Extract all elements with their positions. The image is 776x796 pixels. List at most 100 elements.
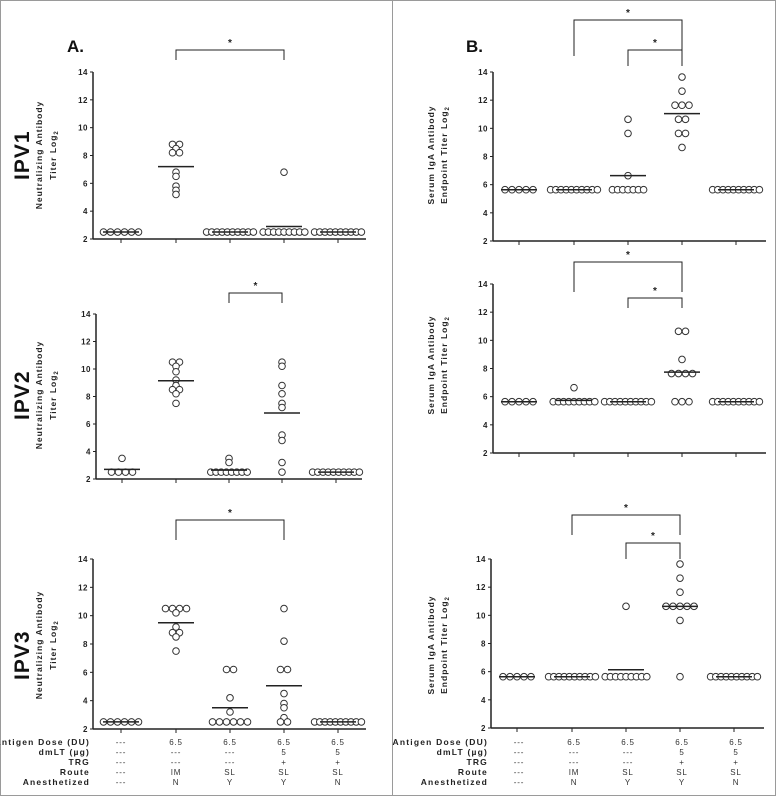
table-cell: N — [733, 778, 740, 787]
data-point — [355, 468, 364, 476]
table-cell: 5 — [733, 748, 738, 757]
data-point — [229, 718, 238, 726]
data-point — [280, 168, 288, 176]
y-tick-label: 14 — [478, 280, 488, 289]
table-row-header: Antigen Dose (DU) — [0, 737, 90, 747]
data-point — [172, 399, 180, 408]
table-cell: --- — [116, 758, 126, 767]
y-axis-label-line2: Titer Log2 — [48, 370, 60, 420]
table-cell: 6.5 — [223, 738, 237, 747]
y-tick-label: 2 — [483, 237, 488, 246]
y-tick-label: 4 — [483, 421, 488, 430]
data-point — [172, 647, 180, 655]
table-cell: --- — [514, 738, 524, 747]
y-tick-label: 2 — [481, 724, 486, 733]
data-point — [753, 672, 762, 681]
data-point — [276, 718, 285, 726]
table-cell: N — [571, 778, 578, 787]
panel-letter-a: A. — [67, 37, 84, 56]
table-cell: 5 — [281, 748, 286, 757]
y-axis-label-line1: Serum IgA Antibody — [426, 595, 436, 694]
chart-b3: 2 4 6 8 10 12 14 Serum IgA Antibody Endpoint Tit… — [426, 503, 764, 733]
data-point — [685, 101, 693, 110]
y-axis-label-line2: Titer Log2 — [48, 130, 60, 180]
y-tick-label: 6 — [481, 668, 486, 677]
data-point — [674, 129, 683, 138]
table-cell: --- — [569, 758, 579, 767]
data-point — [591, 397, 599, 406]
data-point — [671, 397, 679, 406]
data-point — [671, 101, 679, 110]
y-axis-label-line2: Endpoint Titer Log2 — [439, 316, 451, 414]
data-point — [283, 665, 292, 674]
data-point — [647, 397, 656, 406]
y-tick-label: 6 — [483, 181, 488, 190]
y-axis-label-subscript: 2 — [54, 130, 60, 134]
significance-star: * — [228, 38, 232, 49]
table-row-header: TRG — [466, 757, 488, 767]
y-tick-label: 6 — [83, 668, 88, 677]
y-tick-label: 12 — [476, 583, 486, 592]
data-point — [357, 228, 366, 236]
data-point — [678, 143, 686, 152]
data-point — [674, 327, 683, 336]
table-cell: 6.5 — [277, 738, 291, 747]
data-point — [301, 228, 309, 236]
significance-star: * — [624, 503, 628, 514]
data-point — [229, 665, 238, 674]
row-title-ipv2: IPV2 — [11, 370, 34, 420]
data-point — [676, 672, 684, 681]
table-cell: + — [281, 758, 286, 767]
data-point — [118, 454, 126, 463]
data-point — [168, 148, 177, 157]
data-point — [591, 672, 600, 681]
table-row-header: Antigen Dose (DU) — [393, 737, 488, 747]
data-point — [278, 381, 286, 390]
data-point — [624, 115, 632, 124]
table-row-header: Anesthetized — [421, 777, 488, 787]
chart-b2: 2 4 6 8 10 12 14 Serum IgA Antibody Endpoint Tit… — [426, 250, 766, 458]
y-axis-label-subscript: 2 — [445, 596, 451, 600]
table-cell: 6.5 — [729, 738, 743, 747]
y-tick-label: 10 — [78, 612, 88, 621]
table-cell: Y — [625, 778, 631, 787]
y-axis-label-subscript: 2 — [54, 370, 60, 374]
y-tick-label: 12 — [81, 338, 91, 347]
data-point — [676, 616, 684, 625]
significance-bracket — [625, 542, 681, 559]
data-point — [161, 604, 170, 613]
data-point — [280, 703, 288, 712]
y-axis-label-subscript: 2 — [445, 106, 451, 110]
data-point — [755, 397, 764, 406]
y-axis-label-subscript: 2 — [54, 620, 60, 624]
data-point — [593, 185, 602, 194]
table-cell: SL — [622, 768, 633, 777]
data-point — [280, 604, 288, 613]
table-cell: Y — [227, 778, 233, 787]
data-point — [236, 718, 245, 726]
table-cell: SL — [278, 768, 289, 777]
y-tick-label: 10 — [78, 124, 88, 133]
significance-star: * — [228, 508, 232, 519]
table-cell: 5 — [335, 748, 340, 757]
data-point — [624, 129, 632, 138]
panel-letter-b: B. — [466, 37, 483, 56]
table-row-header: TRG — [68, 757, 90, 767]
table-cell: 6.5 — [621, 738, 635, 747]
table-cell: N — [335, 778, 342, 787]
y-tick-label: 4 — [86, 448, 91, 457]
y-tick-label: 8 — [483, 365, 488, 374]
data-point — [222, 718, 231, 726]
significance-bracket — [573, 261, 683, 292]
data-point — [674, 115, 683, 124]
data-point — [676, 574, 684, 582]
y-tick-label: 14 — [78, 555, 88, 564]
panel-divider — [392, 0, 393, 796]
significance-star: * — [254, 281, 258, 292]
y-tick-label: 8 — [86, 393, 91, 402]
y-axis-label-line1: Neutralizing Antibody — [34, 341, 44, 450]
data-point — [182, 604, 191, 613]
y-tick-label: 8 — [83, 640, 88, 649]
data-point — [685, 397, 693, 406]
